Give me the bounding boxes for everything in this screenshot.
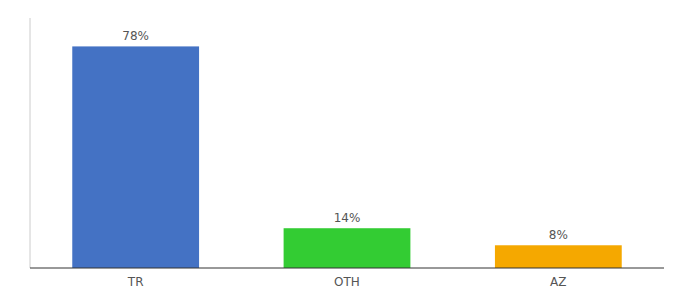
data-label: 78% (122, 29, 149, 43)
bar (72, 46, 199, 268)
data-label: 14% (334, 211, 361, 225)
bar (284, 228, 411, 268)
bars (72, 46, 621, 268)
x-tick-label: TR (127, 275, 144, 289)
x-tick-label: AZ (550, 275, 566, 289)
data-label: 8% (549, 228, 568, 242)
chart-container: TR OTH AZ 78% 14% 8% (0, 0, 680, 300)
x-tick-label: OTH (334, 275, 360, 289)
chart: TR OTH AZ 78% 14% 8% (0, 0, 680, 300)
y-axis-line (30, 18, 31, 268)
x-axis-line (30, 268, 664, 269)
bar (495, 245, 622, 268)
